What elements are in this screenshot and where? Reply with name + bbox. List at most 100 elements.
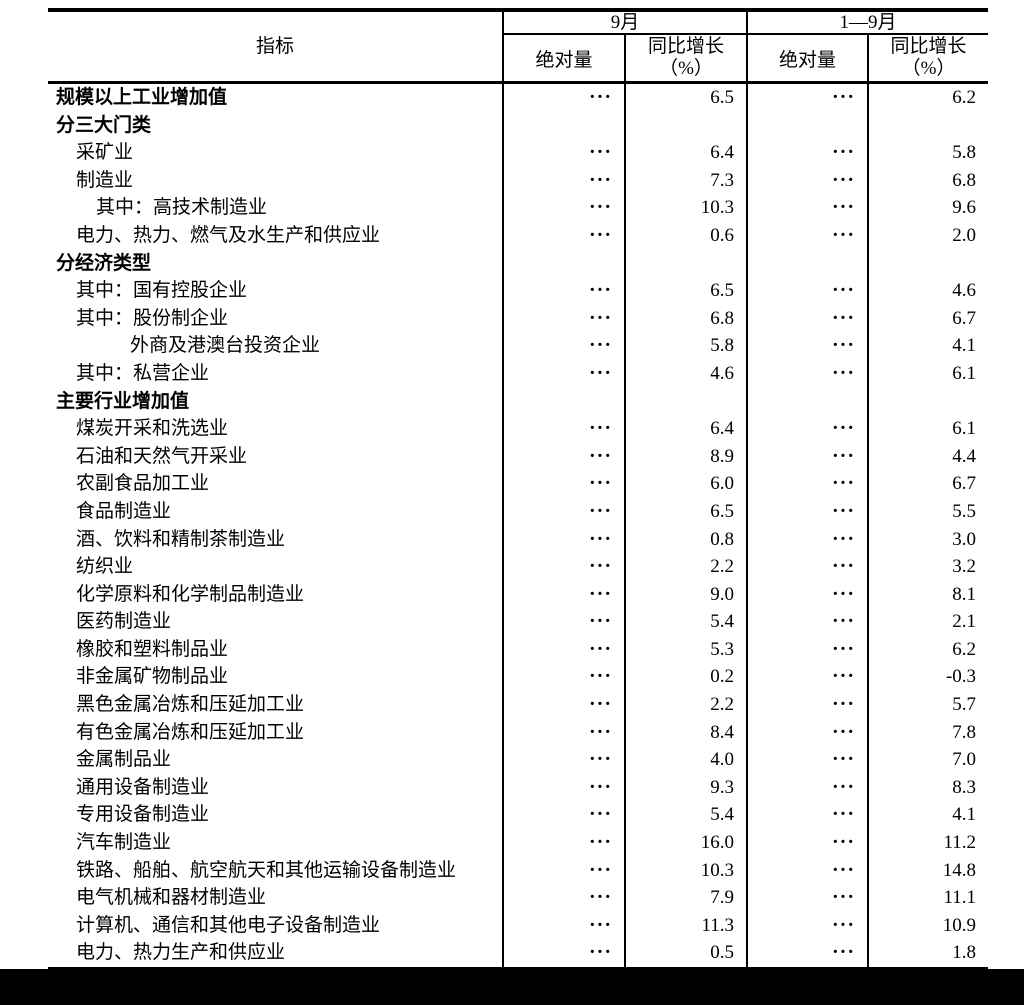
sep-absolute-value: ···	[502, 911, 625, 940]
cum-growth-value	[867, 387, 989, 416]
sep-growth-value: 10.3	[623, 856, 748, 885]
sep-absolute-value: ···	[502, 359, 625, 388]
table-row: 化学原料和化学制品制造业 ··· 9.0 ··· 8.1	[48, 580, 989, 609]
cum-absolute-value: ···	[746, 82, 869, 112]
sep-absolute-value: ···	[502, 635, 625, 664]
cum-growth-value	[867, 249, 989, 278]
sep-growth-value: 8.9	[623, 442, 748, 471]
table-row: 金属制品业 ··· 4.0 ··· 7.0	[48, 746, 989, 774]
cum-growth-value: 9.6	[867, 194, 989, 222]
sep-growth-value: 10.3	[623, 194, 748, 222]
table-row: 食品制造业 ··· 6.5 ··· 5.5	[48, 497, 989, 526]
cum-absolute-value: ···	[746, 332, 869, 360]
table-row: 石油和天然气开采业 ··· 8.9 ··· 4.4	[48, 442, 989, 471]
cum-absolute-value: ···	[746, 884, 869, 912]
sep-growth-value: 11.3	[623, 911, 748, 940]
sep-absolute-value: ···	[502, 939, 625, 968]
cum-absolute-value: ···	[746, 304, 869, 333]
industrial-added-value-table: 指标 9月 1—9月 绝对量 同比增长 （%） 绝对量 同比增长 （%） 规模以…	[48, 8, 989, 969]
cum-growth-value	[867, 111, 989, 140]
row-label: 计算机、通信和其他电子设备制造业	[76, 914, 381, 936]
sep-growth-value: 7.9	[623, 884, 748, 912]
cum-absolute-value: ···	[746, 139, 869, 167]
header-growth-line2: （%）	[659, 58, 713, 79]
table-row: 纺织业 ··· 2.2 ··· 3.2	[48, 553, 989, 581]
sep-growth-value: 9.0	[623, 580, 748, 609]
row-label: 外商及港澳台投资企业	[130, 335, 321, 357]
header-cum-growth: 同比增长 （%）	[867, 34, 989, 84]
sep-absolute-value: ···	[502, 773, 625, 802]
sep-growth-value: 2.2	[623, 691, 748, 719]
row-label: 农副食品加工业	[76, 473, 210, 495]
table-row: 规模以上工业增加值 ··· 6.5 ··· 6.2	[48, 82, 989, 112]
sep-absolute-value: ···	[502, 139, 625, 167]
table-row: 医药制造业 ··· 5.4 ··· 2.1	[48, 608, 989, 636]
cum-absolute-value: ···	[746, 911, 869, 940]
table-row: 其中：私营企业 ··· 4.6 ··· 6.1	[48, 359, 989, 388]
row-label: 主要行业增加值	[56, 390, 190, 412]
sep-absolute-value: ···	[502, 442, 625, 471]
table-row: 计算机、通信和其他电子设备制造业 ··· 11.3 ··· 10.9	[48, 911, 989, 940]
cum-growth-value: 14.8	[867, 856, 989, 885]
sep-absolute-value: ···	[502, 608, 625, 636]
cum-growth-value: 3.2	[867, 553, 989, 581]
cum-absolute-value: ···	[746, 580, 869, 609]
table-row: 橡胶和塑料制品业 ··· 5.3 ··· 6.2	[48, 635, 989, 664]
table-row: 专用设备制造业 ··· 5.4 ··· 4.1	[48, 801, 989, 830]
table-row: 非金属矿物制品业 ··· 0.2 ··· -0.3	[48, 663, 989, 692]
table-row: 其中：股份制企业 ··· 6.8 ··· 6.7	[48, 304, 989, 333]
sep-growth-value: 6.4	[623, 139, 748, 167]
cum-absolute-value: ···	[746, 801, 869, 830]
row-label: 石油和天然气开采业	[76, 445, 248, 467]
cum-growth-value: 6.8	[867, 166, 989, 195]
cum-absolute-value: ···	[746, 415, 869, 443]
cum-absolute-value: ···	[746, 194, 869, 222]
header-cum-absolute: 绝对量	[746, 34, 869, 84]
cum-absolute-value	[746, 249, 869, 278]
sep-absolute-value: ···	[502, 856, 625, 885]
cum-absolute-value: ···	[746, 442, 869, 471]
sep-absolute-value: ···	[502, 166, 625, 195]
table-row: 电气机械和器材制造业 ··· 7.9 ··· 11.1	[48, 884, 989, 912]
table-row: 制造业 ··· 7.3 ··· 6.8	[48, 166, 989, 195]
cum-growth-value: 6.2	[867, 82, 989, 112]
table-row: 外商及港澳台投资企业 ··· 5.8 ··· 4.1	[48, 332, 989, 360]
row-label: 其中：私营企业	[76, 362, 210, 384]
cum-absolute-value: ···	[746, 773, 869, 802]
cum-growth-value: 8.3	[867, 773, 989, 802]
cum-growth-value: 6.7	[867, 304, 989, 333]
header-jan-to-sep: 1—9月	[746, 10, 989, 35]
table-row: 分三大门类	[48, 111, 989, 140]
sep-growth-value: 6.4	[623, 415, 748, 443]
cum-growth-value: -0.3	[867, 663, 989, 692]
sep-absolute-value: ···	[502, 277, 625, 305]
cum-absolute-value: ···	[746, 939, 869, 968]
row-label: 电气机械和器材制造业	[76, 887, 267, 909]
header-growth-line2: （%）	[901, 58, 956, 79]
table-row: 有色金属冶炼和压延加工业 ··· 8.4 ··· 7.8	[48, 718, 989, 747]
sep-absolute-value: ···	[502, 415, 625, 443]
row-label: 纺织业	[76, 556, 134, 578]
sep-absolute-value: ···	[502, 497, 625, 526]
row-label: 规模以上工业增加值	[56, 87, 228, 108]
cum-absolute-value: ···	[746, 663, 869, 692]
sep-growth-value: 16.0	[623, 829, 748, 857]
table-row: 其中：国有控股企业 ··· 6.5 ··· 4.6	[48, 277, 989, 305]
row-label: 酒、饮料和精制茶制造业	[76, 528, 286, 550]
row-label: 非金属矿物制品业	[76, 666, 229, 688]
table-row: 农副食品加工业 ··· 6.0 ··· 6.7	[48, 470, 989, 498]
cum-growth-value: 10.9	[867, 911, 989, 940]
cum-absolute-value: ···	[746, 691, 869, 719]
sep-absolute-value: ···	[502, 553, 625, 581]
sep-growth-value: 9.3	[623, 773, 748, 802]
header-sep-absolute: 绝对量	[502, 34, 625, 84]
sep-growth-value: 4.0	[623, 746, 748, 774]
cum-growth-value: 6.2	[867, 635, 989, 664]
sep-growth-value: 6.5	[623, 497, 748, 526]
row-label: 其中：高技术制造业	[96, 197, 268, 219]
table-row: 主要行业增加值	[48, 387, 989, 416]
cum-growth-value: 2.1	[867, 608, 989, 636]
cum-absolute-value: ···	[746, 497, 869, 526]
cum-absolute-value: ···	[746, 359, 869, 388]
sep-growth-value: 7.3	[623, 166, 748, 195]
